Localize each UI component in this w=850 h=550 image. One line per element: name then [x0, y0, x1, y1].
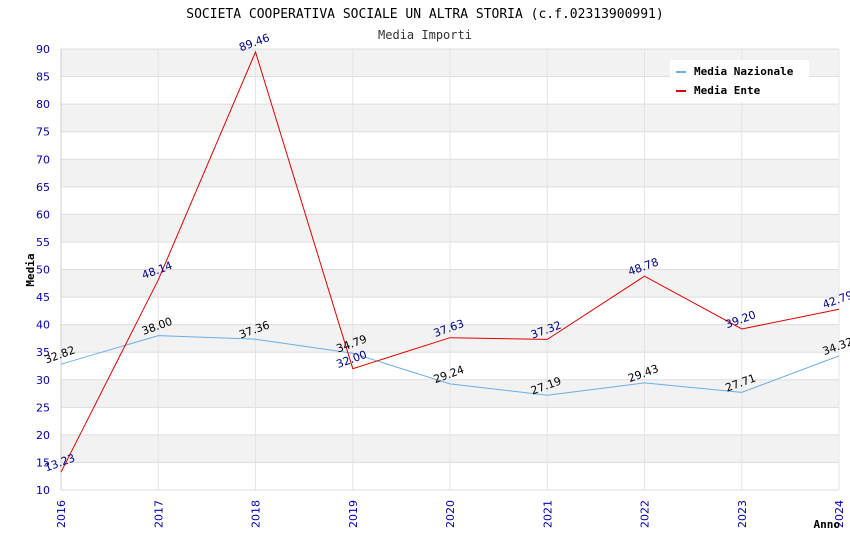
y-tick-label: 20	[36, 429, 50, 442]
y-tick-label: 50	[36, 264, 50, 277]
legend-label-ente: Media Ente	[694, 84, 761, 97]
x-tick-label: 2017	[152, 500, 165, 528]
chart-subtitle: Media Importi	[378, 28, 472, 42]
y-tick-label: 40	[36, 319, 50, 332]
y-tick-label: 75	[36, 126, 50, 139]
plot-background-bands	[60, 48, 840, 491]
legend-box	[670, 60, 809, 102]
x-tick-label: 2022	[639, 500, 652, 528]
y-tick-label: 30	[36, 374, 50, 387]
x-tick-label: 2016	[55, 500, 68, 528]
y-axis-label: Media	[24, 253, 37, 286]
series-lines	[60, 50, 840, 473]
chart-title: SOCIETA COOPERATIVA SOCIALE UN ALTRA STO…	[186, 7, 663, 22]
y-tick-label: 80	[36, 98, 50, 111]
y-tick-label: 70	[36, 153, 50, 166]
y-tick-label: 45	[36, 291, 50, 304]
y-tick-label: 60	[36, 208, 50, 221]
legend: Media Nazionale Media Ente	[670, 60, 809, 102]
y-tick-label: 10	[36, 484, 50, 497]
y-tick-label: 85	[36, 71, 50, 84]
series-line-nazionale	[60, 335, 840, 396]
x-tick-label: 2023	[736, 500, 749, 528]
x-axis-ticks: 2016 2017 2018 2019 2020 2021 2022 2023 2024	[55, 500, 846, 528]
y-tick-label: 55	[36, 236, 50, 249]
series-line-ente	[60, 50, 840, 473]
y-tick-label: 90	[36, 43, 50, 56]
x-tick-label: 2021	[541, 500, 554, 528]
y-axis-ticks: 10 15 20 25 30 35 40 45 50 55 60 65 70 75 80 85 90	[36, 43, 50, 497]
legend-label-nazionale: Media Nazionale	[694, 65, 794, 78]
y-tick-label: 15	[36, 456, 50, 469]
y-tick-label: 35	[36, 346, 50, 359]
x-axis-label: Anno	[814, 518, 841, 531]
y-tick-label: 25	[36, 401, 50, 414]
x-tick-label: 2024	[833, 500, 846, 528]
y-tick-label: 65	[36, 181, 50, 194]
x-tick-label: 2020	[444, 500, 457, 528]
x-tick-label: 2019	[347, 500, 360, 528]
x-tick-label: 2018	[250, 500, 263, 528]
